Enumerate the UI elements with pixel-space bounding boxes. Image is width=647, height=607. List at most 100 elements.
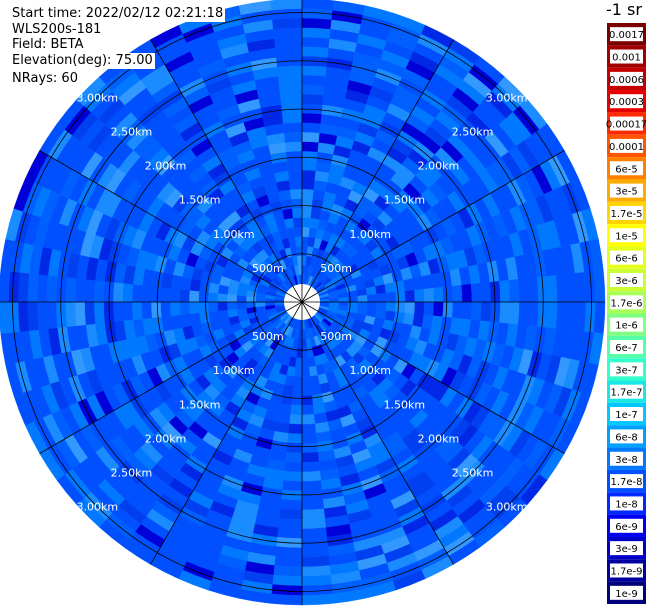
beta-cell xyxy=(312,403,326,415)
beta-cell xyxy=(366,301,378,311)
beta-cell xyxy=(93,280,105,303)
beta-cell xyxy=(282,480,303,492)
beta-cell xyxy=(189,278,201,292)
range-ring-label: 3.00km xyxy=(486,91,528,104)
beta-cell xyxy=(301,74,326,86)
colorbar-label-bg xyxy=(610,474,643,489)
beta-cell xyxy=(198,301,209,314)
beta-cell xyxy=(518,278,530,303)
beta-cell xyxy=(189,312,201,326)
colorbar-label: 1.7e-6 xyxy=(610,298,642,309)
colorbar-label-bg xyxy=(610,183,643,198)
beta-cell xyxy=(270,593,303,606)
station-label: WLS200s-181 xyxy=(10,22,104,38)
beta-cell xyxy=(207,301,219,313)
colorbar-label: 1.7e-8 xyxy=(610,477,642,488)
beta-cell xyxy=(301,442,319,454)
colorbar-label: 0.001 xyxy=(612,53,641,64)
range-ring-label: 1.50km xyxy=(179,398,221,411)
beta-cell xyxy=(282,208,294,220)
beta-cell xyxy=(404,289,416,303)
beta-cell xyxy=(169,301,181,317)
colorbar-label: 0.0006 xyxy=(609,75,644,86)
beta-cell xyxy=(122,283,134,303)
beta-cell xyxy=(301,169,317,181)
colorbar-unit: -1 sr xyxy=(606,0,642,19)
beta-cell xyxy=(574,301,587,332)
beta-cell xyxy=(301,366,311,378)
beta-cell xyxy=(433,301,444,318)
beta-cell xyxy=(301,527,327,539)
beta-cell xyxy=(291,207,303,219)
beta-cell xyxy=(393,280,406,293)
beta-cell xyxy=(282,112,303,124)
beta-cell xyxy=(301,395,314,406)
beta-cells xyxy=(0,0,606,606)
beta-cell xyxy=(301,93,324,105)
beta-cell xyxy=(309,375,320,387)
azimuth-spoke xyxy=(301,301,565,454)
beta-cell xyxy=(289,404,303,416)
beta-cell xyxy=(301,84,325,96)
beta-cell xyxy=(208,310,220,322)
nrays-label: NRays: 60 xyxy=(10,71,80,87)
colorbar-label-bg xyxy=(610,27,643,42)
beta-cell xyxy=(36,301,49,330)
beta-cell xyxy=(293,226,303,238)
beta-cell xyxy=(217,292,228,303)
beta-cell xyxy=(74,301,86,326)
beta-cell xyxy=(285,150,303,162)
beta-cell xyxy=(414,288,425,303)
colorbar-label: 3e-5 xyxy=(615,187,638,198)
beta-cell xyxy=(301,207,313,219)
beta-cell xyxy=(274,555,303,568)
beta-cell xyxy=(287,423,303,435)
beta-cell xyxy=(288,414,303,425)
beta-cell xyxy=(284,461,303,473)
beta-cell xyxy=(293,366,303,378)
beta-cell xyxy=(404,301,416,315)
beta-cell xyxy=(290,395,303,406)
beta-cell xyxy=(275,546,303,558)
colorbar-label-bg xyxy=(610,272,643,287)
beta-cell xyxy=(301,141,319,153)
range-ring-label: 1.00km xyxy=(213,364,255,377)
beta-cell xyxy=(292,376,303,387)
beta-cell xyxy=(131,284,143,303)
beta-cell xyxy=(480,282,492,303)
azimuth-spoke xyxy=(301,39,454,303)
range-ring-label: 2.50km xyxy=(452,467,494,480)
beta-cell xyxy=(188,301,200,315)
beta-cell xyxy=(451,285,463,303)
colorbar-label: 6e-7 xyxy=(615,343,638,354)
range-ring-label: 1.00km xyxy=(349,364,391,377)
colorbar-label: 6e-9 xyxy=(615,522,638,533)
colorbar-label-bg xyxy=(610,250,643,265)
beta-cell xyxy=(301,461,320,473)
beta-cell xyxy=(301,574,332,587)
beta-cell xyxy=(301,131,320,143)
colorbar-label-bg xyxy=(610,496,643,511)
beta-cell xyxy=(546,301,558,329)
range-ring-label: 1.00km xyxy=(349,228,391,241)
colorbar-label-bg xyxy=(610,317,643,332)
beta-cell xyxy=(273,27,303,39)
beta-cell xyxy=(277,65,303,77)
beta-cell xyxy=(384,282,396,294)
beta-cell xyxy=(272,17,303,30)
beta-cell xyxy=(301,122,321,134)
colorbar-label: 1.7e-9 xyxy=(610,566,642,577)
beta-cell xyxy=(278,403,292,415)
range-ring-label: 1.00km xyxy=(213,228,255,241)
beta-cell xyxy=(274,36,303,49)
colorbar-label-bg xyxy=(610,451,643,466)
beta-cell xyxy=(289,188,303,200)
beta-cell xyxy=(280,93,303,105)
beta-cell xyxy=(508,279,520,303)
beta-cell xyxy=(273,565,303,577)
beta-cell xyxy=(565,273,577,303)
beta-cell xyxy=(296,255,303,266)
colorbar-label: 6e-5 xyxy=(615,164,638,175)
beta-cell xyxy=(198,311,211,324)
